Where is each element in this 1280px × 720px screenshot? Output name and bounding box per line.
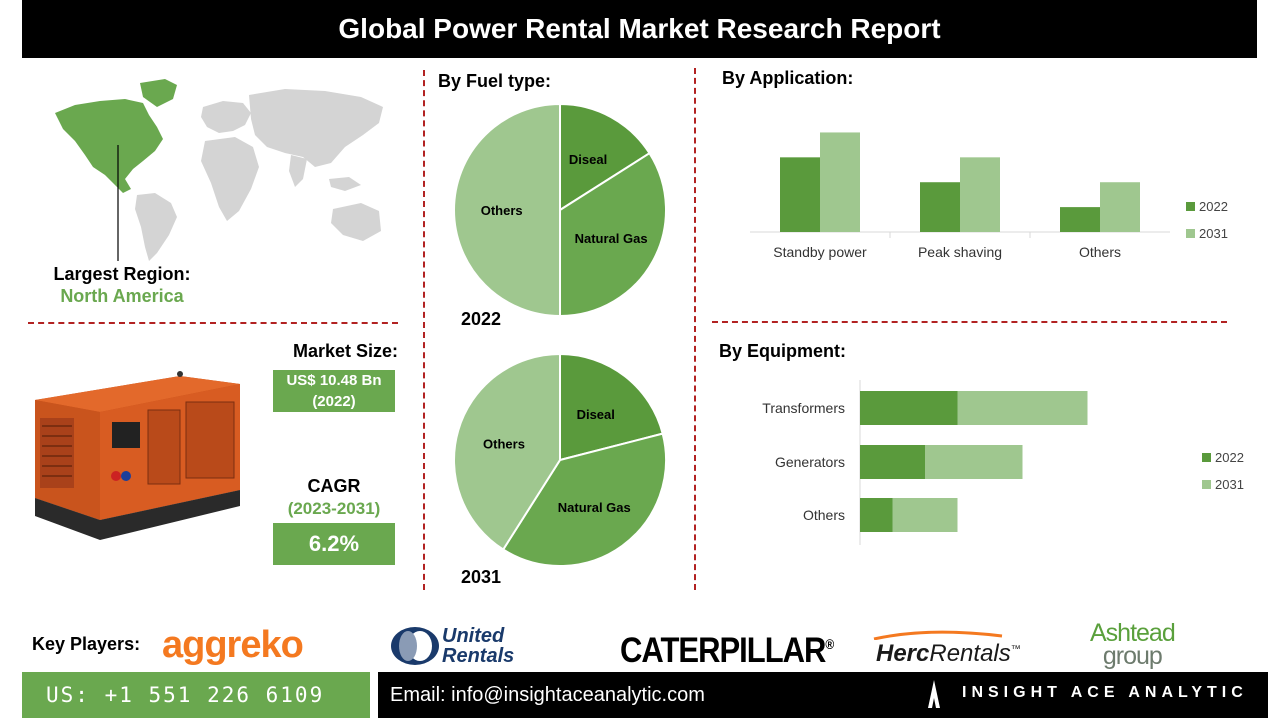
cagr-label: CAGR (307, 476, 361, 496)
herc-rentals-logo: HercRentals™ (868, 630, 1021, 668)
cagr-period: (2023-2031) (287, 499, 381, 518)
equipment-title: By Equipment: (719, 341, 847, 361)
herc-mark: ™ (1010, 644, 1021, 655)
bar-2022 (1060, 207, 1100, 232)
market-size-box: US$ 10.48 Bn (2022) (273, 370, 395, 412)
world-map (55, 79, 383, 261)
page-title: Global Power Rental Market Research Repo… (22, 0, 1257, 58)
pie-slice-diseal (559, 352, 664, 462)
market-size-value: US$ 10.48 Bn (286, 372, 382, 389)
bar-2031 (925, 445, 1023, 479)
y-tick-label: Others (803, 507, 845, 523)
largest-region-value: North America (60, 286, 184, 306)
pie-slice-others (453, 102, 561, 318)
bar-2022 (860, 391, 958, 425)
pie-chart-2022: Diseal Natural Gas Others (453, 102, 667, 318)
pie-chart-2031: Diseal Natural Gas Others (453, 352, 667, 567)
united-rentals-line1: United (442, 625, 505, 647)
pie-slice-diseal (559, 102, 651, 212)
phone-bar: US: +1 551 226 6109 (22, 672, 370, 718)
divider-right (694, 68, 696, 590)
caterpillar-mark: ® (825, 636, 834, 653)
aggreko-logo: aggreko (162, 624, 304, 666)
footer-bar: Email: info@insightaceanalytic.com INSIG… (378, 672, 1268, 718)
divider-right-horizontal (712, 321, 1227, 323)
brand-logo-icon (928, 680, 940, 708)
legend-label: 2022 (1199, 199, 1228, 214)
united-rentals-icon (391, 627, 439, 665)
bar-2022 (920, 182, 960, 232)
legend-label: 2022 (1215, 450, 1244, 465)
bar-2031 (1100, 182, 1140, 232)
divider-left (423, 70, 425, 590)
caterpillar-text: CATERPILLAR (620, 630, 826, 671)
x-tick-label: Peak shaving (918, 244, 1002, 260)
united-rentals-logo: United Rentals (390, 626, 514, 666)
legend-swatch-2022 (1202, 453, 1211, 462)
herc-text: Herc (876, 640, 930, 667)
market-size-label: Market Size: (292, 341, 398, 361)
pie-slice-label: Others (483, 437, 525, 452)
y-tick-label: Generators (775, 454, 845, 470)
bar-2022 (860, 498, 893, 532)
legend-swatch-2031 (1202, 480, 1211, 489)
y-tick-label: Transformers (762, 400, 845, 416)
x-tick-label: Others (1079, 244, 1121, 260)
x-tick-label: Standby power (773, 244, 867, 260)
bar-2022 (860, 445, 925, 479)
bar-2031 (820, 132, 860, 232)
ashtead-line1: Ashtead (1090, 619, 1176, 647)
legend-label: 2031 (1215, 477, 1244, 492)
key-players-label: Key Players: (32, 634, 141, 654)
cagr-value: 6.2% (273, 523, 395, 565)
generator-image (35, 371, 240, 540)
bar-2031 (957, 391, 1088, 425)
ashtead-logo: Ashtead group (1090, 619, 1176, 670)
pie-slice-label: Natural Gas (558, 500, 631, 515)
divider-left-horizontal (28, 322, 398, 324)
pie-slice-label: Diseal (569, 152, 607, 167)
market-size-year: (2022) (312, 393, 356, 410)
application-title: By Application: (722, 68, 854, 88)
equipment-bar-chart: Transformers Generators Others 2022 2031 (762, 380, 1244, 545)
pie-slice-label: Diseal (577, 407, 615, 422)
pie-slice-natural-gas (559, 151, 667, 318)
legend-label: 2031 (1199, 226, 1228, 241)
largest-region-label: Largest Region: (53, 264, 191, 284)
pie-slice-natural-gas (501, 432, 667, 567)
pie-slice-others (453, 352, 561, 551)
fuel-type-title: By Fuel type: (438, 71, 552, 91)
bar-2031 (892, 498, 958, 532)
email-text: Email: info@insightaceanalytic.com (390, 684, 705, 706)
ashtead-line2: group (1102, 642, 1163, 670)
application-bar-chart: Standby power Peak shaving Others 2022 2031 (750, 132, 1228, 260)
bar-2022 (780, 157, 820, 232)
pie-2022-caption: 2022 (461, 309, 502, 329)
pie-slice-label: Natural Gas (575, 231, 648, 246)
caterpillar-logo: CATERPILLAR® (620, 630, 834, 671)
brand-name: INSIGHT ACE ANALYTIC (962, 684, 1248, 701)
bar-2031 (960, 157, 1000, 232)
legend-swatch-2022 (1186, 202, 1195, 211)
pie-slice-label: Others (481, 203, 523, 218)
pie-2031-caption: 2031 (461, 567, 502, 587)
legend-swatch-2031 (1186, 229, 1195, 238)
herc-swoosh-icon (873, 630, 1003, 640)
united-rentals-line2: Rentals (442, 645, 515, 667)
herc-rentals-text: Rentals (929, 640, 1011, 667)
